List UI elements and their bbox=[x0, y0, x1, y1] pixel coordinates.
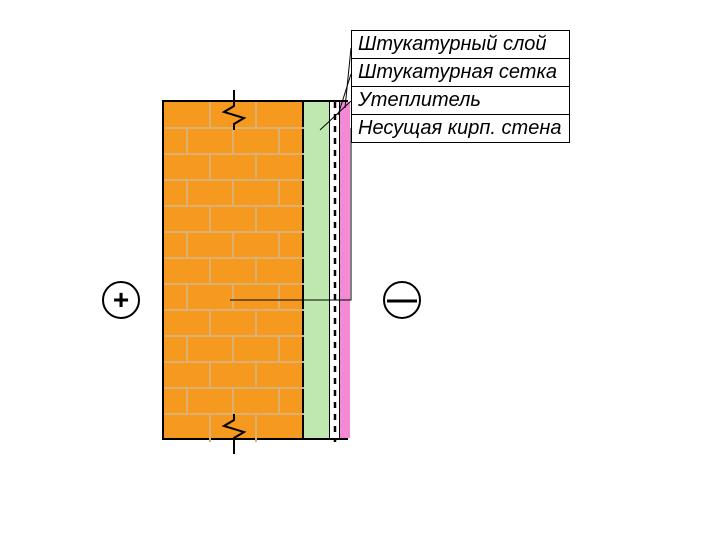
layer-mesh bbox=[330, 102, 340, 438]
label-brick: Несущая кирп. стена bbox=[352, 115, 570, 143]
label-insulation: Утеплитель bbox=[352, 87, 570, 115]
layer-plaster bbox=[340, 102, 350, 438]
warm-side-symbol: + bbox=[102, 281, 140, 319]
layer-brick bbox=[164, 102, 304, 438]
diagram-stage: Штукатурный слой Штукатурная сетка Утепл… bbox=[0, 0, 701, 537]
label-plaster: Штукатурный слой bbox=[352, 31, 570, 59]
label-mesh: Штукатурная сетка bbox=[352, 59, 570, 87]
layer-insulation bbox=[304, 102, 330, 438]
cold-side-symbol: — bbox=[383, 281, 421, 319]
wall-section bbox=[162, 100, 348, 440]
layer-labels: Штукатурный слой Штукатурная сетка Утепл… bbox=[351, 30, 570, 143]
